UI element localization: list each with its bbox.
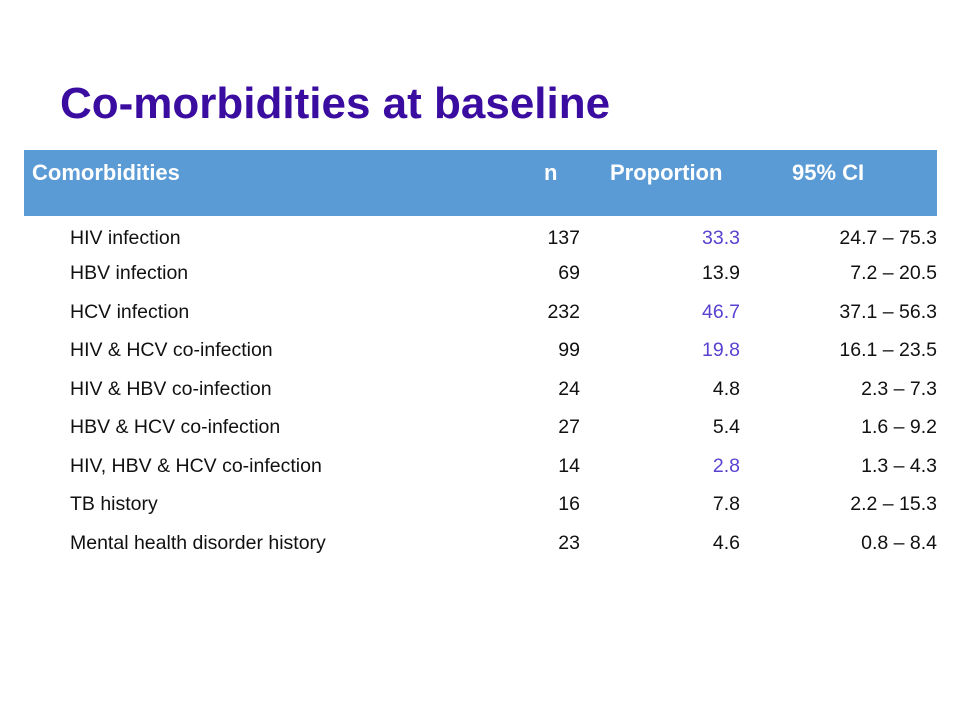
row-proportion-value: 5.4: [712, 416, 740, 439]
table-body: HIV infection 137 33.3 24.7 – 75.3 HBV infec…: [24, 216, 937, 563]
row-comorbidity-name: HCV infection: [70, 300, 190, 323]
row-ci-value: 2.2 – 15.3: [850, 493, 937, 516]
row-ci-value: 2.3 – 7.3: [861, 377, 937, 400]
page-title: Co-morbidities at baseline: [60, 79, 611, 128]
row-ci-value: 0.8 – 8.4: [861, 531, 937, 554]
row-proportion-value: 4.6: [712, 531, 740, 554]
table-row: HBV infection 69 13.9 7.2 – 20.5: [24, 255, 937, 294]
row-ci-value: 37.1 – 56.3: [839, 300, 937, 323]
row-n-value: 99: [558, 339, 580, 362]
table-row: TB history 16 7.8 2.2 – 15.3: [24, 486, 937, 525]
table-row: Mental health disorder history 23 4.6 0.8 –…: [24, 524, 937, 563]
row-proportion-value: 13.9: [702, 262, 740, 285]
table-row: HCV infection 232 46.7 37.1 – 56.3: [24, 293, 937, 332]
row-proportion-value: 2.8: [712, 454, 740, 477]
row-n-value: 27: [558, 416, 580, 439]
table-row: HIV infection 137 33.3 24.7 – 75.3: [24, 216, 937, 255]
row-proportion-value: 4.8: [712, 377, 740, 400]
row-n-value: 24: [558, 377, 580, 400]
column-header-ci: 95% CI: [792, 160, 865, 185]
table-row: HIV & HCV co-infection 99 19.8 16.1 – 23.5: [24, 332, 937, 371]
row-comorbidity-name: HIV & HBV co-infection: [70, 377, 272, 400]
row-ci-value: 1.3 – 4.3: [861, 454, 937, 477]
row-comorbidity-name: HIV & HCV co-infection: [70, 339, 273, 362]
row-n-value: 14: [558, 454, 580, 477]
row-n-value: 69: [558, 262, 580, 285]
row-n-value: 23: [558, 531, 580, 554]
row-ci-value: 1.6 – 9.2: [861, 416, 937, 439]
table-header-row: Comorbidities n Proportion 95% CI: [24, 150, 937, 216]
row-ci-value: 16.1 – 23.5: [839, 339, 937, 362]
row-comorbidity-name: Mental health disorder history: [70, 531, 326, 554]
table-row: HBV & HCV co-infection 27 5.4 1.6 – 9.2: [24, 409, 937, 448]
table-row: HIV, HBV & HCV co-infection 14 2.8 1.3 – 4.…: [24, 447, 937, 486]
table-row: HIV & HBV co-infection 24 4.8 2.3 – 7.3: [24, 370, 937, 409]
row-n-value: 16: [558, 493, 580, 516]
row-proportion-value: 33.3: [702, 226, 740, 249]
row-ci-value: 24.7 – 75.3: [839, 226, 937, 249]
row-comorbidity-name: HBV infection: [70, 262, 189, 285]
column-header-proportion: Proportion: [610, 160, 723, 185]
comorbidities-table-container: Comorbidities n Proportion 95% CI HIV in…: [24, 150, 937, 563]
row-comorbidity-name: HBV & HCV co-infection: [70, 416, 281, 439]
row-ci-value: 7.2 – 20.5: [850, 262, 937, 285]
row-proportion-value: 46.7: [702, 300, 740, 323]
row-proportion-value: 7.8: [712, 493, 740, 516]
row-proportion-value: 19.8: [702, 339, 740, 362]
row-comorbidity-name: HIV infection: [70, 226, 181, 249]
column-header-n: n: [544, 160, 558, 185]
comorbidities-table: Comorbidities n Proportion 95% CI HIV in…: [24, 150, 937, 563]
row-n-value: 137: [547, 226, 580, 249]
row-comorbidity-name: HIV, HBV & HCV co-infection: [70, 454, 322, 477]
row-n-value: 232: [547, 300, 580, 323]
column-header-comorbidities: Comorbidities: [32, 160, 180, 185]
row-comorbidity-name: TB history: [70, 493, 158, 516]
